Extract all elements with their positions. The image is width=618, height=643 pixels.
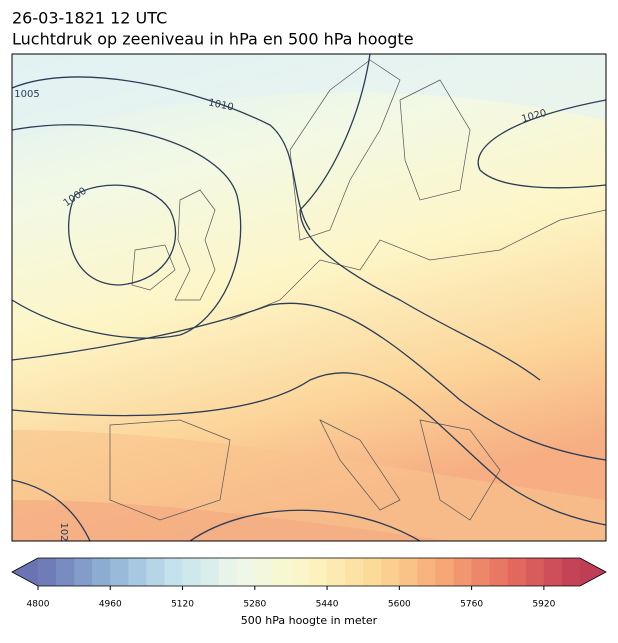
colorbar-label: 500 hPa hoogte in meter: [241, 614, 378, 627]
colorbar-band: [146, 558, 165, 586]
contour-label: 1005: [14, 89, 39, 100]
colorbar-tick-label: 5440: [316, 600, 339, 610]
colorbar-band: [56, 558, 75, 586]
colorbar-band: [345, 558, 364, 586]
colorbar-tick-label: 5120: [171, 600, 194, 610]
contour-label: 1010: [207, 97, 234, 113]
colorbar-tick-label: 5760: [460, 600, 483, 610]
colorbar-tick-label: 4800: [27, 600, 50, 610]
colorbar-band: [327, 558, 346, 586]
colorbar-band: [218, 558, 238, 586]
colorbar-band: [110, 558, 129, 586]
colorbar-band: [471, 558, 491, 586]
colorbar-band: [164, 558, 184, 586]
colorbar-band: [489, 558, 509, 586]
colorbar-band: [182, 558, 202, 586]
colorbar: 4800 4960 5120 5280 5440 5600 5760 5920: [11, 557, 607, 610]
colorbar-band: [38, 558, 57, 586]
colorbar-band: [309, 558, 328, 586]
colorbar-band: [453, 558, 473, 586]
colorbar-band: [290, 558, 310, 586]
colorbar-band: [417, 558, 436, 586]
title: 26-03-1821 12 UTC: [12, 9, 167, 28]
colorbar-band: [200, 558, 220, 586]
colorbar-extend-low: [12, 558, 38, 586]
colorbar-band: [561, 558, 581, 586]
colorbar-tick-label: 5280: [243, 600, 266, 610]
colorbar-extend-high: [580, 558, 606, 586]
colorbar-band: [507, 558, 527, 586]
colorbar-band: [236, 558, 256, 586]
colorbar-band: [92, 558, 111, 586]
colorbar-band: [525, 558, 545, 586]
colorbar-band: [381, 558, 400, 586]
colorbar-band: [74, 558, 93, 586]
map-frame: [11, 53, 607, 542]
colorbar-band: [272, 558, 292, 586]
colorbar-band: [435, 558, 455, 586]
colorbar-band: [363, 558, 382, 586]
colorbar-tick-label: 4960: [99, 600, 122, 610]
colorbar-band: [399, 558, 418, 586]
colorbar-band: [543, 558, 563, 586]
subtitle: Luchtdruk op zeeniveau in hPa en 500 hPa…: [12, 30, 414, 49]
colorbar-tick-label: 5920: [532, 600, 555, 610]
colorbar-band: [128, 558, 147, 586]
colorbar-tick-label: 5600: [388, 600, 411, 610]
colorbar-band: [254, 558, 274, 586]
map: [12, 54, 606, 541]
contour-label: 102: [58, 522, 69, 541]
